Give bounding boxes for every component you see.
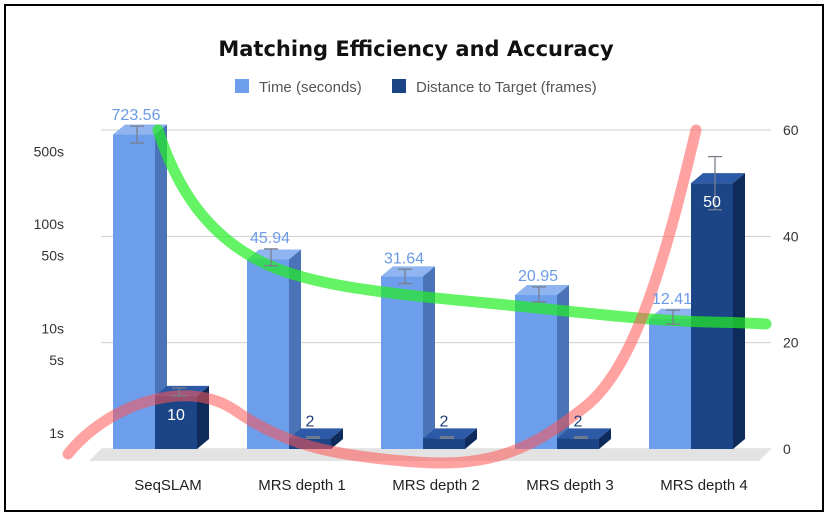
time-error-bar: [130, 125, 144, 144]
time-data-label: 20.95: [518, 268, 558, 285]
time-bar-side: [557, 285, 569, 449]
distance-data-label: 10: [167, 407, 185, 424]
left-axis-tick-label: 1s: [49, 425, 64, 441]
distance-bar: [691, 173, 745, 449]
time-bar: [515, 285, 569, 449]
distance-data-label: 50: [703, 194, 721, 211]
time-bar: [381, 266, 435, 449]
left-axis-tick-label: 100s: [34, 216, 64, 232]
time-bar-side: [423, 266, 435, 449]
distance-bar-side: [733, 173, 745, 449]
time-bar-side: [155, 124, 167, 449]
legend-label-time: Time (seconds): [259, 79, 362, 96]
distance-bar-side: [599, 428, 611, 449]
time-data-label: 31.64: [384, 250, 424, 267]
distance-bar-side: [331, 428, 343, 449]
time-trend-line: [152, 124, 772, 330]
time-bar-front: [515, 295, 557, 449]
distance-data-label: 2: [306, 413, 315, 430]
time-error-bar: [398, 268, 412, 285]
distance-error-bar: [708, 155, 722, 211]
distance-bar-front: [691, 183, 733, 449]
distance-bar: [557, 428, 611, 449]
left-axis-tick-label: 5s: [49, 352, 64, 368]
chart-floor: [89, 449, 771, 461]
distance-bar-side: [465, 428, 477, 449]
time-error-bar: [666, 309, 680, 325]
distance-error-bar: [440, 436, 454, 440]
distance-bar-front: [155, 395, 197, 449]
chart-canvas: Matching Efficiency and Accuracy Time (s…: [34, 37, 799, 494]
right-axis-tick-label: 0: [783, 441, 791, 457]
left-axis-tick-label: 500s: [34, 143, 64, 159]
time-bar-side: [289, 249, 301, 449]
distance-bar: [423, 428, 477, 449]
chart-frame: Matching Efficiency and Accuracy Time (s…: [4, 4, 824, 512]
category-label: MRS depth 3: [526, 477, 614, 494]
legend-label-distance: Distance to Target (frames): [416, 79, 597, 96]
distance-error-bar: [574, 436, 588, 440]
distance-bar-top: [557, 428, 611, 439]
distance-bar-front: [423, 438, 465, 449]
distance-bar-top: [691, 173, 745, 184]
distance-error-bar: [306, 436, 320, 440]
category-label: SeqSLAM: [134, 477, 202, 494]
time-bar-front: [381, 276, 423, 449]
left-axis-tick-label: 50s: [41, 248, 64, 264]
category-label: MRS depth 1: [258, 477, 346, 494]
time-data-label: 45.94: [250, 230, 290, 247]
legend: Time (seconds) Distance to Target (frame…: [235, 79, 597, 96]
distance-data-label: 2: [574, 413, 583, 430]
legend-swatch-distance: [392, 79, 406, 93]
time-bar-front: [649, 318, 691, 449]
legend-swatch-time: [235, 79, 249, 93]
time-data-label: 723.56: [112, 107, 161, 124]
time-bar-top: [515, 285, 569, 296]
distance-data-label: 2: [440, 413, 449, 430]
distance-bar-top: [289, 428, 343, 439]
time-error-bar: [532, 286, 546, 303]
right-axis-tick-label: 60: [783, 122, 799, 138]
time-data-label: 12.41: [652, 291, 692, 308]
left-axis-tick-label: 10s: [41, 321, 64, 337]
chart-title: Matching Efficiency and Accuracy: [218, 37, 614, 61]
category-label: MRS depth 2: [392, 477, 480, 494]
time-bar-top: [381, 266, 435, 277]
distance-error-bar: [172, 387, 186, 397]
right-axis-tick-label: 40: [783, 228, 799, 244]
distance-bar-top: [423, 428, 477, 439]
distance-bar-front: [557, 438, 599, 449]
right-axis-tick-label: 20: [783, 335, 799, 351]
time-bar: [247, 249, 301, 449]
category-label: MRS depth 4: [660, 477, 748, 494]
time-error-bar: [264, 248, 278, 267]
